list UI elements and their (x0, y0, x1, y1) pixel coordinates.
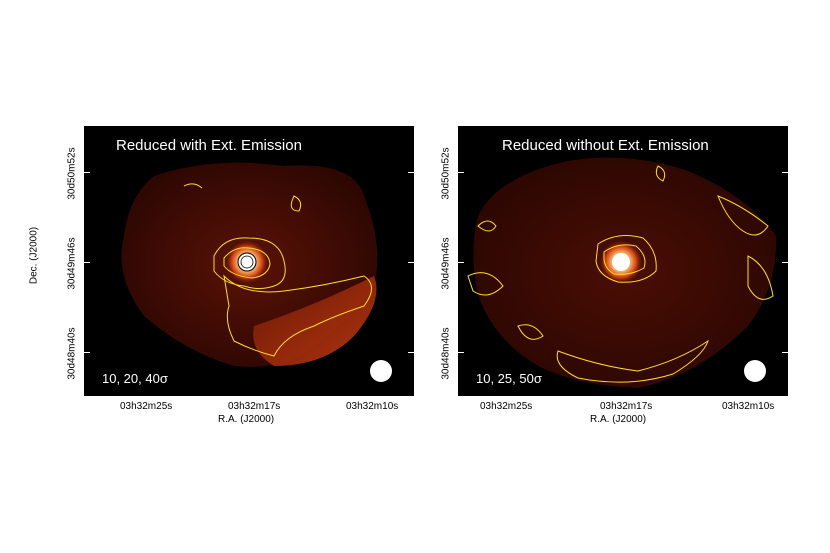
x-tick-label: 03h32m25s (480, 401, 533, 412)
tick-mark (408, 172, 414, 173)
y-tick-label: 30d48m40s (440, 327, 452, 380)
x-axis-title: R.A. (J2000) (218, 414, 275, 425)
tick-mark (782, 352, 788, 353)
y-axis-title: Dec. (J2000) (28, 226, 40, 285)
tick-mark (782, 262, 788, 263)
tick-mark (84, 172, 90, 173)
x-tick-label: 03h32m17s (228, 401, 281, 412)
emission-map-left (121, 162, 378, 367)
x-tick-label: 03h32m25s (120, 401, 173, 412)
map-panel-left: Reduced with Ext. Emission 10, 20, 40σ (84, 126, 414, 396)
tick-mark (458, 172, 464, 173)
x-tick-label: 03h32m10s (346, 401, 399, 412)
tick-mark (84, 262, 90, 263)
emission-map-right (467, 157, 777, 388)
x-axis-title: R.A. (J2000) (590, 414, 647, 425)
map-panel-right: Reduced without Ext. Emission 10, 25, 50… (458, 126, 788, 396)
y-tick-label: 30d49m46s (440, 237, 452, 290)
beam-ellipse (744, 360, 766, 382)
tick-mark (782, 172, 788, 173)
beam-ellipse (370, 360, 392, 382)
tick-mark (458, 352, 464, 353)
x-tick-label: 03h32m10s (722, 401, 775, 412)
tick-mark (84, 352, 90, 353)
tick-mark (408, 352, 414, 353)
y-tick-label: 30d50m52s (66, 147, 78, 200)
tick-mark (458, 262, 464, 263)
contour-levels-label: 10, 20, 40σ (102, 371, 168, 386)
y-tick-label: 30d48m40s (66, 327, 78, 380)
panel-title: Reduced with Ext. Emission (116, 137, 302, 154)
y-tick-label: 30d49m46s (66, 237, 78, 290)
panel-title: Reduced without Ext. Emission (502, 137, 709, 154)
x-tick-label: 03h32m17s (600, 401, 653, 412)
tick-mark (408, 262, 414, 263)
y-tick-label: 30d50m52s (440, 147, 452, 200)
contour-levels-label: 10, 25, 50σ (476, 371, 542, 386)
